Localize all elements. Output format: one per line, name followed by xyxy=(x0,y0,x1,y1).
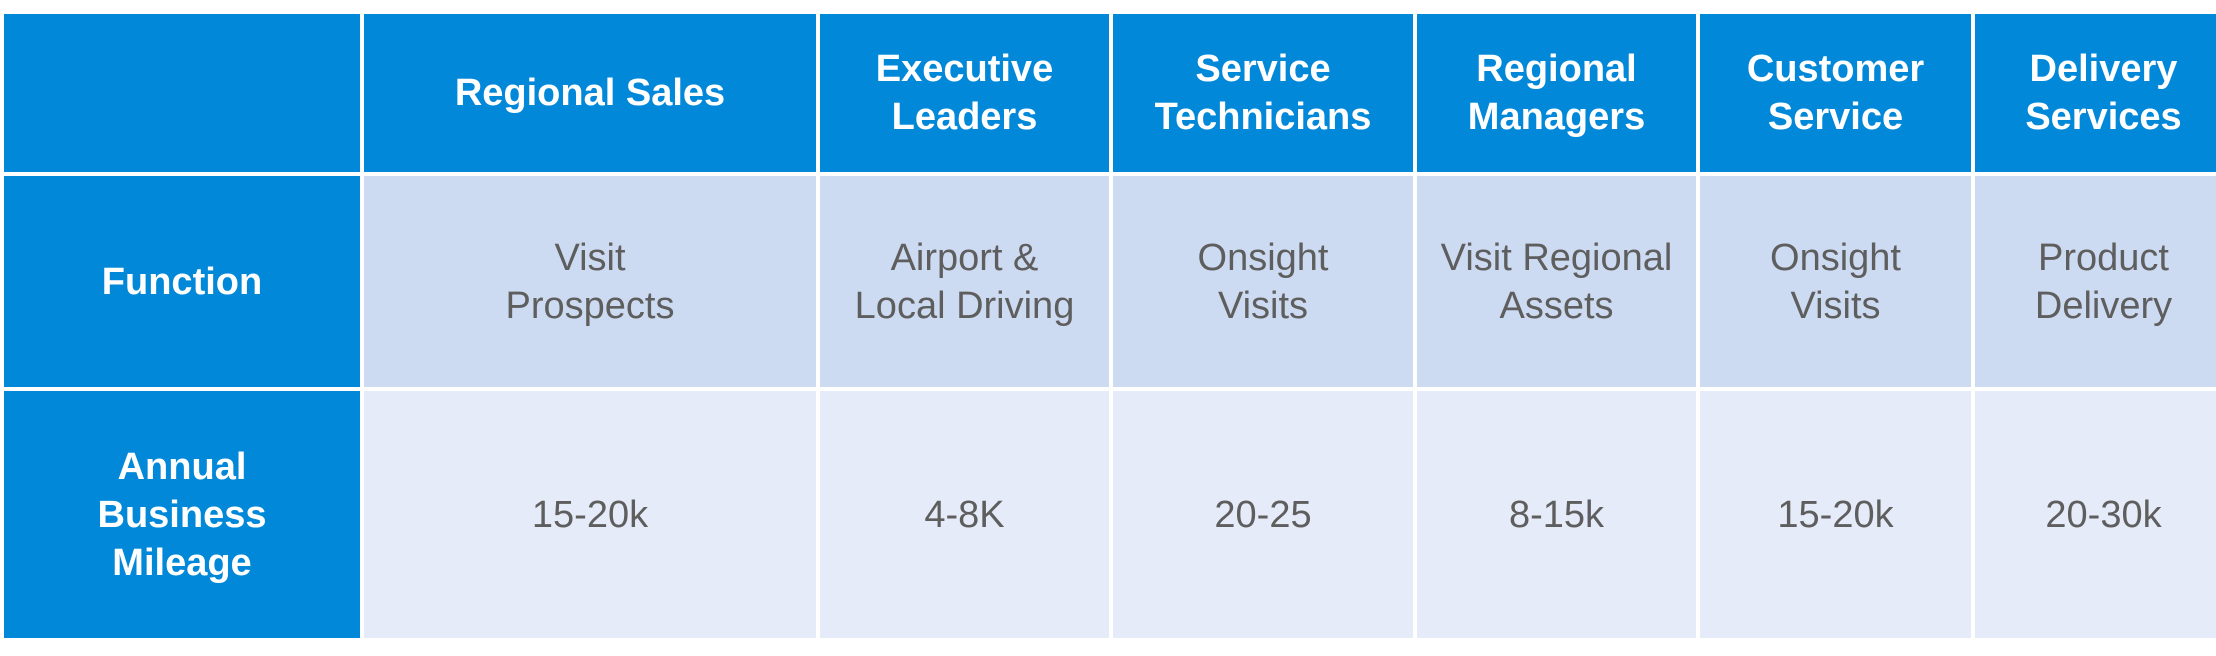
cell-text: 15-20k xyxy=(1777,493,1894,536)
cell-text: Onsight Visits xyxy=(1197,236,1329,327)
column-header-label: Executive Leaders xyxy=(875,48,1054,138)
cell-text: 20-30k xyxy=(2045,493,2162,536)
column-header-label: Service Technicians xyxy=(1154,48,1372,138)
cell-text: 8-15k xyxy=(1508,493,1605,536)
row-header-function: Function xyxy=(4,176,360,387)
cell-text: Onsight Visits xyxy=(1770,236,1901,327)
cell-text: Product Delivery xyxy=(2034,236,2173,327)
table-cell: 15-20k xyxy=(1700,391,1971,638)
column-header-regional-managers: Regional Managers xyxy=(1417,14,1696,172)
cell-text: Visit Prospects xyxy=(505,236,675,327)
table-cell: Visit Prospects xyxy=(364,176,816,387)
comparison-table: Regional Sales Executive Leaders Service… xyxy=(4,14,2216,638)
column-header-service-technicians: Service Technicians xyxy=(1113,14,1413,172)
column-header-label: Customer Service xyxy=(1746,48,1925,138)
column-header-delivery-services: Delivery Services xyxy=(1975,14,2216,172)
cell-text: Airport & Local Driving xyxy=(854,236,1075,327)
column-header-label: Regional Sales xyxy=(454,72,726,114)
row-header-label: Function xyxy=(101,260,263,303)
table-cell: 20-25 xyxy=(1113,391,1413,638)
cell-text: 4-8K xyxy=(924,493,1005,536)
table-cell: 20-30k xyxy=(1975,391,2216,638)
row-header-annual-business-mileage: Annual Business Mileage xyxy=(4,391,360,638)
table-cell: 4-8K xyxy=(820,391,1109,638)
column-header-label: Delivery Services xyxy=(2025,48,2182,138)
column-header-executive-leaders: Executive Leaders xyxy=(820,14,1109,172)
table-cell: Visit Regional Assets xyxy=(1417,176,1696,387)
header-corner xyxy=(4,14,360,172)
cell-text: 15-20k xyxy=(531,493,649,536)
column-header-regional-sales: Regional Sales xyxy=(364,14,816,172)
column-header-customer-service: Customer Service xyxy=(1700,14,1971,172)
cell-text: Visit Regional Assets xyxy=(1440,236,1673,327)
column-header-label: Regional Managers xyxy=(1467,48,1646,138)
row-header-label: Annual Business Mileage xyxy=(97,445,267,584)
table-cell: 15-20k xyxy=(364,391,816,638)
table-cell: Product Delivery xyxy=(1975,176,2216,387)
cell-text: 20-25 xyxy=(1214,493,1312,536)
table-cell: 8-15k xyxy=(1417,391,1696,638)
table-cell: Onsight Visits xyxy=(1700,176,1971,387)
table-cell: Onsight Visits xyxy=(1113,176,1413,387)
table-cell: Airport & Local Driving xyxy=(820,176,1109,387)
